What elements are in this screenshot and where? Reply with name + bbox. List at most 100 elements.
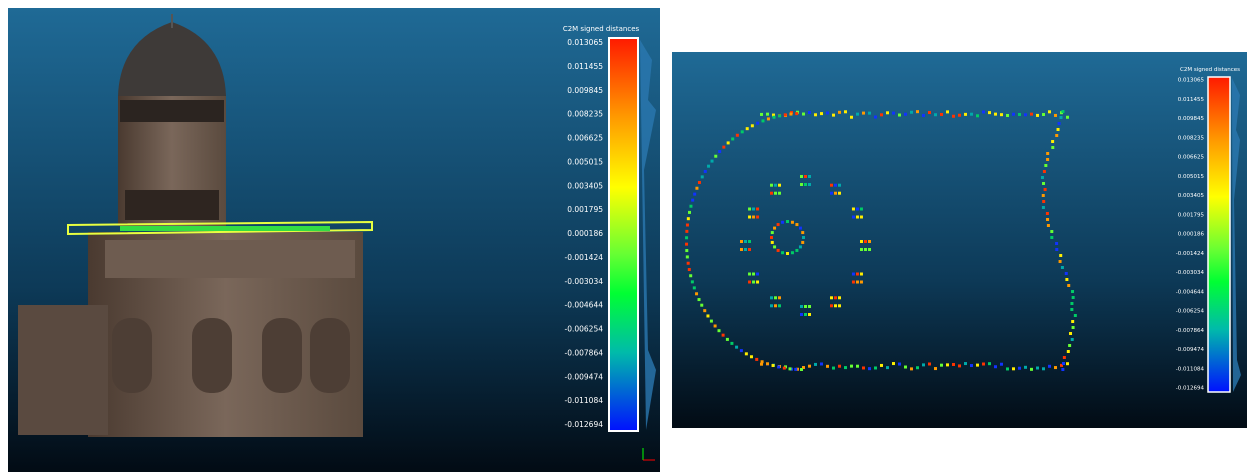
point xyxy=(801,231,804,234)
point xyxy=(770,236,773,239)
point xyxy=(868,248,871,251)
point xyxy=(756,122,759,125)
point xyxy=(744,240,747,243)
point xyxy=(760,113,763,116)
point xyxy=(1062,362,1065,365)
point xyxy=(761,360,764,363)
point xyxy=(904,366,907,369)
scale-label: 0.006625 xyxy=(1178,155,1205,161)
point xyxy=(786,252,789,255)
point xyxy=(685,230,688,233)
point xyxy=(826,365,829,368)
point xyxy=(686,224,689,227)
point xyxy=(1042,194,1045,197)
point xyxy=(703,309,706,312)
point xyxy=(964,113,967,116)
point xyxy=(852,208,855,211)
point xyxy=(718,150,721,153)
point xyxy=(1041,176,1044,179)
point xyxy=(1063,356,1066,359)
point xyxy=(735,346,738,349)
point xyxy=(958,364,961,367)
point xyxy=(1060,116,1063,119)
point xyxy=(685,236,688,239)
point xyxy=(781,251,784,254)
point xyxy=(856,216,859,219)
point xyxy=(804,183,807,186)
point xyxy=(856,365,859,368)
point xyxy=(770,184,773,187)
point xyxy=(844,110,847,113)
point xyxy=(922,363,925,366)
point xyxy=(808,305,811,308)
color-scale-bar xyxy=(609,38,638,431)
scale-label: 0.011455 xyxy=(1178,97,1205,103)
scale-label: -0.001424 xyxy=(1176,251,1205,257)
point xyxy=(1061,266,1064,269)
point xyxy=(1050,230,1053,233)
point xyxy=(700,304,703,307)
point xyxy=(748,281,751,284)
point xyxy=(852,273,855,276)
point xyxy=(710,320,713,323)
point xyxy=(774,192,777,195)
point xyxy=(1061,110,1064,113)
point xyxy=(778,192,781,195)
point xyxy=(736,134,739,137)
point xyxy=(727,141,730,144)
point xyxy=(1042,367,1045,370)
point xyxy=(795,223,798,226)
point xyxy=(880,113,883,116)
point xyxy=(838,184,841,187)
point xyxy=(756,208,759,211)
scale-label: -0.009474 xyxy=(1176,347,1205,353)
point xyxy=(860,216,863,219)
point xyxy=(1000,363,1003,366)
point xyxy=(773,245,776,248)
point xyxy=(761,119,764,122)
point xyxy=(1055,134,1058,137)
point xyxy=(940,364,943,367)
point xyxy=(777,249,780,252)
point xyxy=(904,113,907,116)
point xyxy=(886,111,889,114)
point xyxy=(1046,218,1049,221)
scale-label: 0.003405 xyxy=(1178,193,1205,199)
point xyxy=(834,304,837,307)
point xyxy=(860,281,863,284)
point xyxy=(820,362,823,365)
scale-label: -0.003034 xyxy=(1176,270,1205,276)
point xyxy=(1065,272,1068,275)
point xyxy=(1048,365,1051,368)
point xyxy=(756,281,759,284)
point xyxy=(750,355,753,358)
point xyxy=(1055,248,1058,251)
point xyxy=(722,334,725,337)
point xyxy=(1071,290,1074,293)
scale-label: -0.006254 xyxy=(565,325,604,334)
point xyxy=(741,130,744,133)
point xyxy=(946,110,949,113)
point xyxy=(752,273,755,276)
point xyxy=(777,223,780,226)
point xyxy=(952,115,955,118)
point xyxy=(689,205,692,208)
point xyxy=(910,111,913,114)
scale-title: C2M signed distances xyxy=(1180,67,1240,73)
point xyxy=(744,248,747,251)
point xyxy=(1059,254,1062,257)
point xyxy=(1072,326,1075,329)
scale-label: 0.001795 xyxy=(567,205,603,214)
point xyxy=(1066,116,1069,119)
point xyxy=(1071,320,1074,323)
point xyxy=(838,304,841,307)
point xyxy=(994,113,997,116)
point xyxy=(756,273,759,276)
point xyxy=(1030,113,1033,116)
point xyxy=(771,241,774,244)
point xyxy=(800,368,803,371)
point xyxy=(838,296,841,299)
point xyxy=(856,113,859,116)
scale-label: -0.012694 xyxy=(565,420,604,429)
point xyxy=(687,262,690,265)
